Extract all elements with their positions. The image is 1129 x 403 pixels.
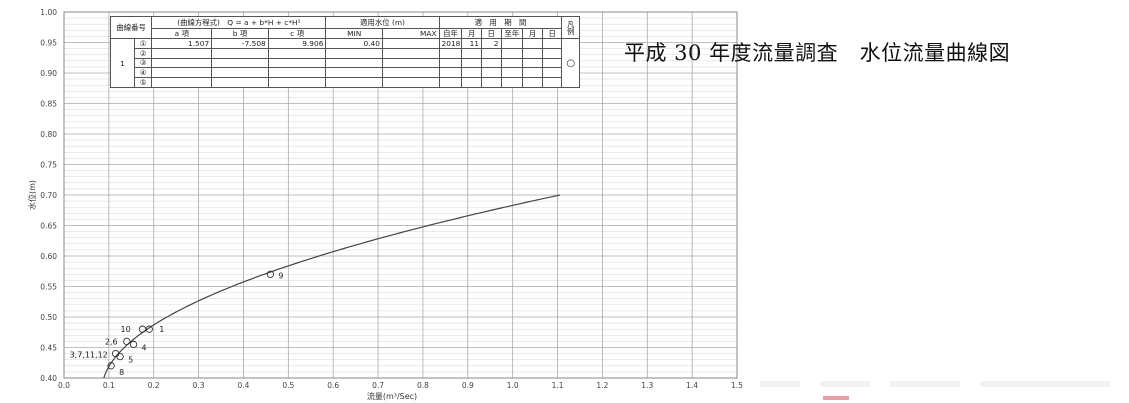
y-tick-label: 0.65 xyxy=(40,222,57,231)
y-tick-label: 0.40 xyxy=(40,374,57,383)
x-tick-label: 1.3 xyxy=(641,381,653,390)
x-tick-label: 0.8 xyxy=(417,381,429,390)
x-tick-label: 1.5 xyxy=(731,381,743,390)
header-legend: 凡例 xyxy=(561,15,580,40)
header-month: 月 xyxy=(461,28,482,40)
y-tick-label: 0.55 xyxy=(40,283,57,292)
cell-day: 2 xyxy=(480,38,502,49)
y-tick-label: 0.85 xyxy=(40,100,57,109)
x-tick-label: 0.0 xyxy=(58,381,70,390)
data-point-label: 4 xyxy=(142,343,147,352)
legend-symbol: ○ xyxy=(561,38,580,88)
row-number: ⑤ xyxy=(133,77,153,88)
header-day-2: 日 xyxy=(541,28,563,40)
data-point-marker xyxy=(266,270,275,278)
data-point-label: 9 xyxy=(278,271,283,280)
data-points: 1 102,6 4 3,7,11,12 58 9 xyxy=(70,270,283,377)
y-tick-label: 1.00 xyxy=(40,8,57,17)
faded-footer-mark xyxy=(823,396,849,400)
header-b: b 項 xyxy=(211,28,269,40)
x-tick-label: 0.5 xyxy=(282,381,294,390)
data-point-label: 1 xyxy=(159,325,164,334)
data-point-marker xyxy=(107,362,115,370)
row-number: ③ xyxy=(133,57,153,69)
header-curve-no: 曲線番号 xyxy=(109,15,153,40)
y-tick-label: 0.95 xyxy=(40,39,57,48)
data-point-marker xyxy=(123,337,131,346)
header-level: 適用水位 (m) xyxy=(325,15,440,30)
y-tick-labels: 0.40 0.45 0.50 0.55 0.60 0.65 0.70 0.75 0.80 0.85… xyxy=(40,8,57,383)
cell-b: -7.508 xyxy=(211,38,269,49)
x-tick-labels: 0.0 0.1 0.2 0.3 0.4 0.5 0.6 0.7 0.8 0.9 1.0 1.1 1.2 1… xyxy=(58,381,743,390)
header-month-2: 月 xyxy=(522,28,543,40)
y-tick-label: 0.75 xyxy=(40,161,57,170)
x-tick-label: 0.7 xyxy=(372,381,384,390)
y-axis-label: 水位(m) xyxy=(27,180,37,210)
data-point-label: 2,6 xyxy=(105,337,118,346)
x-tick-label: 0.2 xyxy=(148,381,160,390)
x-tick-label: 0.9 xyxy=(462,381,474,390)
row-number: ④ xyxy=(133,67,153,79)
x-tick-label: 1.4 xyxy=(686,381,698,390)
x-tick-label: 0.1 xyxy=(103,381,115,390)
page-title: 平成 30 年度流量調査 水位流量曲線図 xyxy=(624,41,1011,65)
cell-year: 2018 xyxy=(438,38,463,49)
header-min: MIN xyxy=(325,28,383,40)
y-tick-label: 0.70 xyxy=(40,191,57,200)
data-point-marker xyxy=(116,352,124,361)
header-to-year: 至年 xyxy=(500,28,524,40)
data-point-label: 10 xyxy=(121,325,131,334)
data-point-marker xyxy=(138,325,147,333)
data-point-label: 8 xyxy=(119,368,124,377)
y-tick-label: 0.50 xyxy=(40,313,57,322)
curve-number: 1 xyxy=(110,38,135,88)
row-number: ① xyxy=(133,38,153,49)
x-tick-label: 1.0 xyxy=(507,381,519,390)
faded-footer-text xyxy=(760,381,1110,387)
y-tick-label: 0.60 xyxy=(40,252,57,261)
x-tick-label: 0.3 xyxy=(193,381,205,390)
header-c: c 項 xyxy=(267,28,327,40)
plot-frame xyxy=(63,11,738,379)
header-formula: (曲線方程式) Q = a + b*H + c*H² xyxy=(151,15,327,30)
cell-max xyxy=(381,38,440,49)
data-point-label: 5 xyxy=(128,356,133,365)
cell-a: 1.507 xyxy=(151,38,213,49)
header-period: 適 用 期 間 xyxy=(438,15,563,30)
header-from-year: 自年 xyxy=(438,28,463,40)
cell-min: 0.40 xyxy=(325,38,383,49)
data-point-marker xyxy=(129,340,138,349)
minor-gridlines xyxy=(64,17,737,373)
rating-curve-line xyxy=(103,194,561,379)
row-number: ② xyxy=(133,47,153,59)
curve-equation-table: 曲線番号 (曲線方程式) Q = a + b*H + c*H² 適用水位 (m)… xyxy=(109,15,580,88)
header-max: MAX xyxy=(381,28,440,40)
y-tick-label: 0.90 xyxy=(40,69,57,78)
cell-c: 9.906 xyxy=(267,38,327,49)
y-tick-label: 0.80 xyxy=(40,130,57,139)
x-tick-label: 0.4 xyxy=(237,381,249,390)
data-point-label: 3,7,11,12 xyxy=(70,351,108,360)
x-tick-label: 1.1 xyxy=(552,381,564,390)
cell-month: 11 xyxy=(461,38,482,49)
y-tick-label: 0.45 xyxy=(40,344,57,353)
x-axis-label: 流量(m³/Sec) xyxy=(367,391,417,401)
header-a: a 項 xyxy=(151,28,213,40)
header-day: 日 xyxy=(480,28,502,40)
x-tick-label: 1.2 xyxy=(596,381,608,390)
x-tick-label: 0.6 xyxy=(327,381,339,390)
